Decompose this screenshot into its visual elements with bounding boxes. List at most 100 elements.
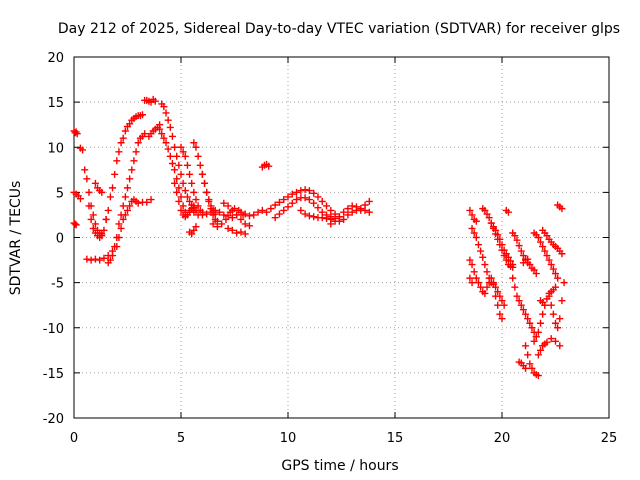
y-axis-label: SDTVAR / TECUs [8,181,24,296]
data-point [466,206,474,214]
data-point [71,220,79,228]
x-tick-label: 20 [494,431,511,446]
data-point [472,217,480,225]
data-point [470,268,478,276]
y-tick-label: -10 [43,322,64,337]
data-point [547,301,555,309]
data-point [528,364,536,372]
data-point [552,319,559,327]
data-point [177,170,185,178]
data-point [111,170,119,178]
data-point [183,193,191,201]
data-point [213,223,221,231]
data-point [106,256,114,264]
y-tick-label: 5 [56,186,64,201]
data-point [245,222,253,230]
series-arc-r [177,143,206,216]
data-point [235,206,243,214]
data-point [181,152,189,160]
data-point [504,253,512,261]
data-point [179,202,187,210]
data-point [117,139,125,147]
data-point [166,123,174,131]
data-point [558,297,566,305]
data-point [98,232,106,240]
data-point [205,197,213,205]
data-point [534,372,542,380]
data-point [528,324,536,332]
data-point [183,211,191,219]
data-point [183,161,191,169]
data-point [502,250,510,258]
data-point [216,208,224,216]
series-arc-av [539,226,566,258]
series-arc-aw [545,279,568,332]
data-point [498,315,506,323]
data-point [348,202,356,210]
grid [74,57,609,418]
data-point [537,238,545,246]
data-point [89,224,97,232]
data-point [494,231,502,239]
data-point [130,157,138,165]
series-arc-ay [554,201,566,213]
data-point [188,230,196,238]
data-point [141,130,149,138]
series-arc-ai [468,224,508,309]
data-point [267,205,275,213]
data-point [530,337,538,345]
data-point [323,202,331,210]
data-point [496,310,504,318]
data-point [160,103,168,111]
data-point [549,310,557,318]
data-point [331,217,339,225]
data-point [271,201,279,209]
data-point [201,179,209,187]
data-point [534,328,542,336]
data-point [271,214,279,222]
data-point [284,193,292,201]
data-point [318,214,326,222]
data-point [239,211,247,219]
data-point [305,187,313,195]
data-point [81,166,89,174]
y-tick-label: 10 [47,141,64,156]
data-point [335,213,343,221]
data-point [500,301,508,309]
data-point [522,364,530,372]
data-point [171,166,179,174]
data-point [151,97,159,105]
data-point [500,246,508,254]
data-point [228,206,236,214]
data-point [498,241,506,249]
data-point [198,170,206,178]
data-point [494,301,502,309]
data-point [220,199,228,207]
data-point [194,202,202,210]
data-point [545,292,553,300]
data-point [522,342,530,350]
data-point [76,195,84,203]
data-point [483,268,491,276]
data-point [301,210,309,218]
data-point [534,351,542,359]
series-arc-g [83,247,117,264]
data-point [241,230,249,238]
data-point [203,188,211,196]
data-point [511,283,519,291]
data-point [545,256,553,264]
data-point [552,337,559,345]
data-point [91,179,99,187]
data-point [228,226,236,234]
data-point [126,202,134,210]
data-point [310,213,318,221]
data-point [472,274,480,282]
data-points [70,95,568,380]
series-arc-i [102,111,146,223]
data-point [310,199,318,207]
data-point [115,148,123,156]
data-point [552,270,559,278]
data-point [541,247,549,255]
series-arc-af [466,206,480,225]
data-point [164,116,172,124]
